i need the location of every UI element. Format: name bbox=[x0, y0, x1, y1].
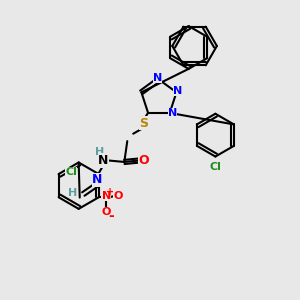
Text: -: - bbox=[109, 209, 114, 223]
Text: Cl: Cl bbox=[65, 167, 77, 177]
Text: N: N bbox=[168, 108, 177, 118]
Text: S: S bbox=[139, 117, 148, 130]
Text: N: N bbox=[173, 86, 183, 96]
Text: N: N bbox=[92, 173, 103, 186]
Text: O: O bbox=[101, 207, 111, 217]
Text: H: H bbox=[95, 147, 105, 157]
Text: H: H bbox=[68, 188, 77, 198]
Text: O: O bbox=[114, 191, 123, 201]
Text: N: N bbox=[98, 154, 109, 167]
Text: N: N bbox=[153, 73, 162, 83]
Text: +: + bbox=[106, 187, 114, 197]
Text: N: N bbox=[101, 191, 111, 201]
Text: O: O bbox=[138, 154, 149, 167]
Text: Cl: Cl bbox=[209, 162, 221, 172]
